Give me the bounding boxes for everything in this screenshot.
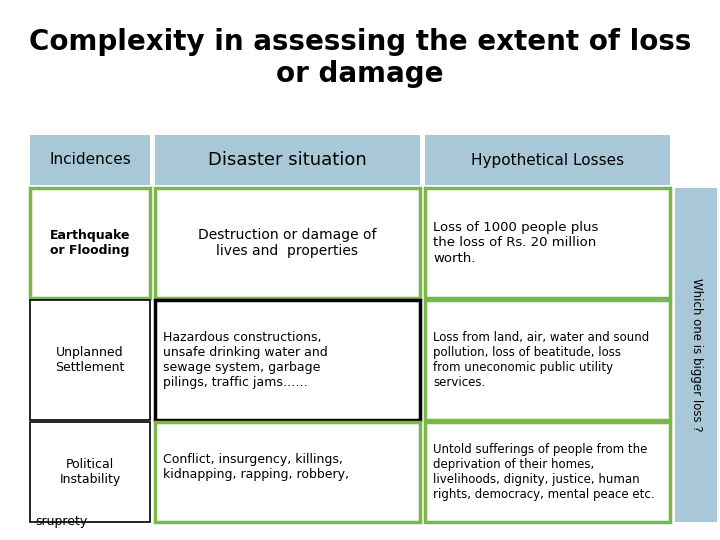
Text: Destruction or damage of
lives and  properties: Destruction or damage of lives and prope…: [198, 228, 377, 258]
FancyBboxPatch shape: [425, 135, 670, 185]
Text: Conflict, insurgency, killings,
kidnapping, rapping, robbery,: Conflict, insurgency, killings, kidnappi…: [163, 453, 349, 481]
FancyBboxPatch shape: [425, 422, 670, 522]
Text: Complexity in assessing the extent of loss
or damage: Complexity in assessing the extent of lo…: [29, 28, 691, 88]
FancyBboxPatch shape: [30, 300, 150, 420]
FancyBboxPatch shape: [155, 422, 420, 522]
Text: sruprety: sruprety: [35, 516, 87, 529]
FancyBboxPatch shape: [425, 300, 670, 420]
FancyBboxPatch shape: [425, 188, 670, 298]
FancyBboxPatch shape: [30, 422, 150, 522]
Text: Loss of 1000 people plus
the loss of Rs. 20 million
worth.: Loss of 1000 people plus the loss of Rs.…: [433, 221, 598, 265]
Text: Untold sufferings of people from the
deprivation of their homes,
livelihoods, di: Untold sufferings of people from the dep…: [433, 443, 654, 501]
FancyBboxPatch shape: [155, 300, 420, 420]
Text: Hypothetical Losses: Hypothetical Losses: [471, 152, 624, 167]
Text: Incidences: Incidences: [49, 152, 131, 167]
FancyBboxPatch shape: [155, 135, 420, 185]
Text: Loss from land, air, water and sound
pollution, loss of beatitude, loss
from une: Loss from land, air, water and sound pol…: [433, 331, 649, 389]
Text: Disaster situation: Disaster situation: [208, 151, 367, 169]
FancyBboxPatch shape: [30, 135, 150, 185]
FancyBboxPatch shape: [675, 188, 717, 522]
Text: Which one is bigger loss ?: Which one is bigger loss ?: [690, 278, 703, 432]
FancyBboxPatch shape: [155, 188, 420, 298]
Text: Unplanned
Settlement: Unplanned Settlement: [55, 346, 125, 374]
Text: Political
Instability: Political Instability: [59, 458, 121, 486]
Text: Hazardous constructions,
unsafe drinking water and
sewage system, garbage
piling: Hazardous constructions, unsafe drinking…: [163, 331, 328, 389]
FancyBboxPatch shape: [30, 188, 150, 298]
Text: Earthquake
or Flooding: Earthquake or Flooding: [50, 229, 130, 257]
